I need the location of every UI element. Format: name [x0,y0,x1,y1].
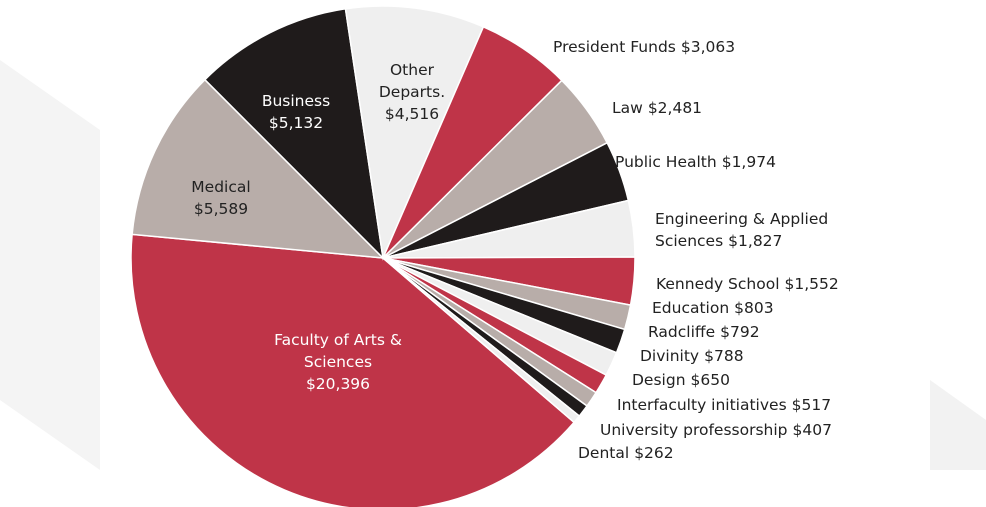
pie-slice [203,7,385,261]
slice-label: Kennedy School $1,552 [656,273,839,295]
pie-slice [382,257,581,424]
category-label: University professorship [600,421,788,439]
slice-label: Other Departs. $4,516 [367,59,457,125]
value-label: $407 [792,421,832,439]
category-label: President Funds [553,38,676,56]
slice-label: Radcliffe $792 [648,321,760,343]
category-label: Faculty of Arts & Sciences [274,331,402,371]
category-label: Dental [578,444,630,462]
category-label: Public Health [615,153,717,171]
value-label: $5,589 [193,200,249,218]
slice-label: Public Health $1,974 [615,151,776,173]
slice-label: Business $5,132 [251,90,341,134]
category-label: Divinity [640,347,700,365]
slice-label: Faculty of Arts & Sciences $20,396 [263,329,413,395]
value-label: $3,063 [680,38,736,56]
value-label: $1,827 [728,232,783,250]
category-label: Medical [191,178,251,196]
slice-label: Education $803 [652,297,774,319]
value-label: $803 [734,299,774,317]
value-label: $4,516 [384,105,440,123]
value-label: $788 [704,347,744,365]
pie-slice [130,233,576,507]
slice-label: Law $2,481 [612,97,702,119]
category-label: Interfaculty initiatives [617,396,787,414]
slice-label: President Funds $3,063 [553,36,735,58]
category-label: Business [261,92,331,110]
slice-label: Divinity $788 [640,345,744,367]
category-label: Law [612,99,643,117]
value-label: $20,396 [305,375,371,393]
category-label: Radcliffe [648,323,716,341]
value-label: $1,974 [721,153,776,171]
background-shape [0,60,100,470]
background-shape [930,380,986,470]
value-label: $5,132 [268,114,324,132]
slice-label: Design $650 [632,369,730,391]
category-label: Education [652,299,730,317]
category-label: Design [632,371,686,389]
value-label: $262 [634,444,674,462]
value-label: $517 [791,396,832,414]
slice-label: University professorship $407 [600,419,832,441]
value-label: $1,552 [784,275,839,293]
value-label: $2,481 [647,99,703,117]
value-label: $792 [720,323,760,341]
value-label: $650 [690,371,730,389]
pie-slice [131,78,386,259]
category-label: Engineering & Applied Sciences [655,210,829,250]
slice-label: Engineering & Applied Sciences $1,827 [655,208,855,252]
slice-label: Dental $262 [578,442,674,464]
category-label: Other Departs. [378,61,446,101]
slice-label: Medical $5,589 [176,176,266,220]
category-label: Kennedy School [656,275,780,293]
slice-label: Interfaculty initiatives $517 [617,394,831,416]
pie-slice [344,5,485,261]
